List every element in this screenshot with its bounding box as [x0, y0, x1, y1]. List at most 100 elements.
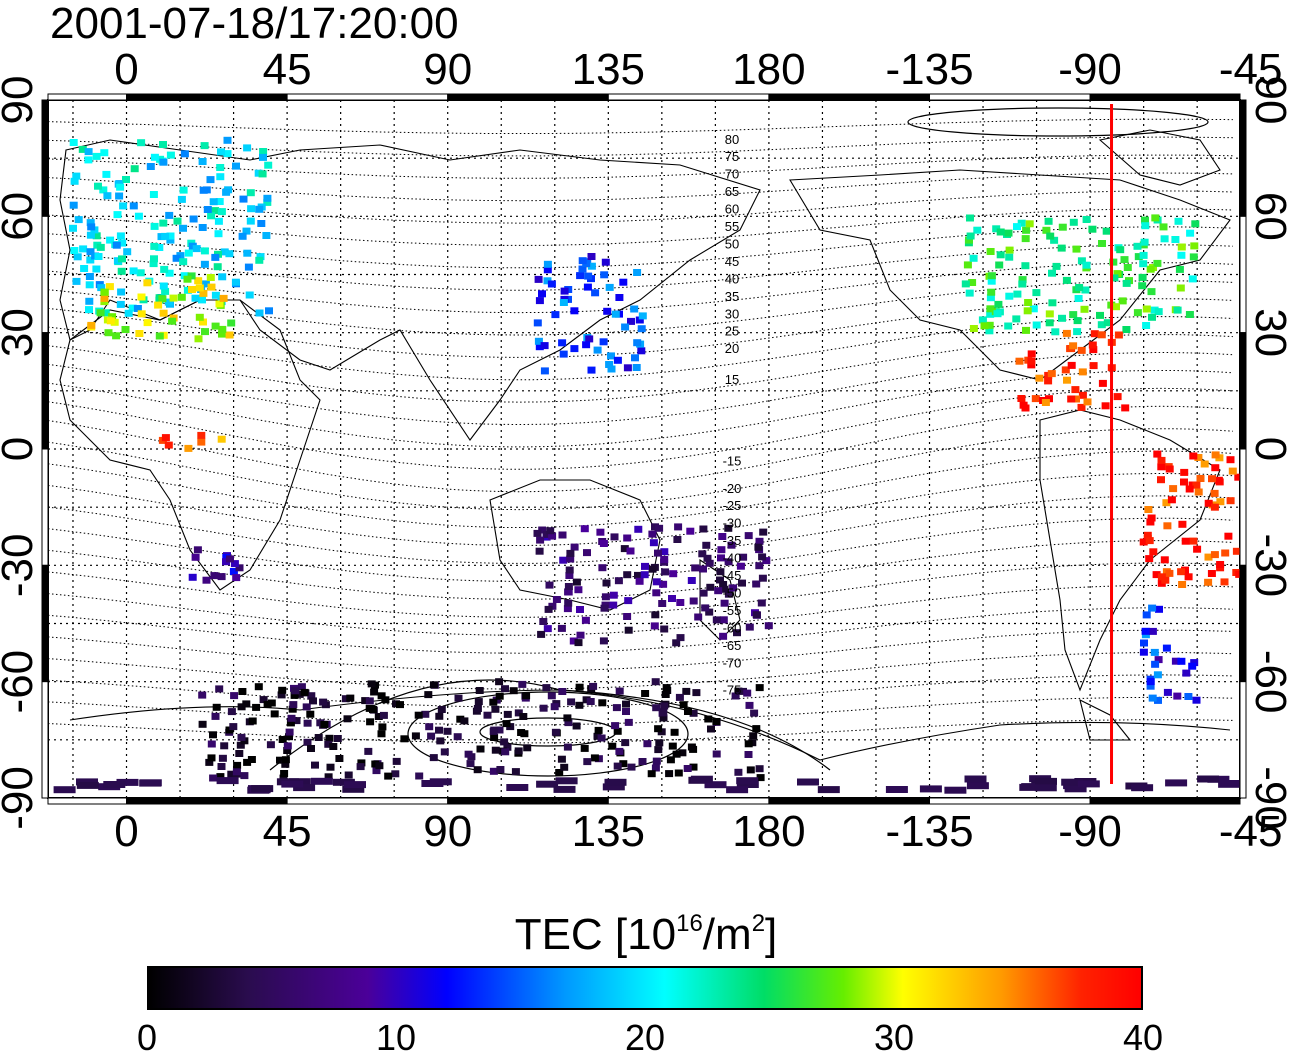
tec-cell	[113, 257, 122, 265]
tec-cell	[1163, 522, 1172, 530]
tec-cell	[640, 571, 649, 579]
tec-cell	[1005, 292, 1014, 300]
tec-cell	[195, 313, 204, 321]
coastline	[1098, 129, 1221, 186]
tec-cell	[633, 269, 642, 276]
tec-cell	[112, 332, 121, 340]
lat-tick-right: -90	[1246, 766, 1292, 830]
tec-cell	[756, 774, 765, 782]
coastline	[69, 689, 1231, 761]
tec-cell	[150, 153, 159, 161]
colorbar-tick: 40	[1122, 1017, 1164, 1058]
tec-cell	[79, 245, 88, 253]
frame-segment	[41, 564, 49, 683]
tec-cell	[211, 322, 220, 330]
tec-cell	[607, 352, 615, 360]
tec-cell	[80, 265, 89, 272]
tec-cell	[641, 690, 650, 697]
tec-cell	[116, 183, 125, 191]
tec-cell	[612, 704, 621, 712]
tec-cell	[1072, 395, 1080, 403]
tec-cell	[199, 289, 208, 297]
frame-segment	[1239, 99, 1247, 217]
tec-cell	[542, 530, 551, 538]
tec-cell	[70, 247, 79, 254]
tec-cell	[564, 599, 573, 607]
tec-cell	[1089, 362, 1098, 370]
tec-cell	[1160, 556, 1169, 564]
tec-cell	[222, 188, 231, 196]
tec-cell	[201, 328, 209, 336]
tec-cell	[87, 321, 96, 329]
tec-cell	[591, 289, 600, 297]
tec-cell	[757, 599, 766, 607]
tec-cell	[437, 706, 446, 713]
tec-cell	[651, 611, 660, 619]
tec-cell	[503, 743, 512, 751]
tec-cell	[491, 746, 500, 754]
tec-cell	[724, 524, 733, 532]
tec-cell	[1057, 244, 1066, 252]
contour-label: 65	[725, 184, 739, 199]
tec-cell	[584, 272, 593, 280]
tec-cell	[307, 745, 315, 752]
tec-cell	[392, 757, 401, 765]
tec-cell	[1175, 265, 1184, 273]
tec-cell	[514, 709, 523, 717]
tec-cell	[609, 591, 618, 599]
tec-cell	[1194, 488, 1203, 496]
tec-cell	[159, 219, 168, 227]
tec-cell	[309, 697, 317, 705]
coastline	[789, 169, 1231, 381]
tec-cell	[150, 255, 158, 263]
tec-cell	[547, 692, 556, 700]
tec-cell	[885, 786, 908, 793]
tec-cell	[283, 747, 292, 754]
tec-cell	[654, 549, 662, 557]
tec-cell	[586, 698, 595, 705]
tec-cell	[1113, 393, 1122, 401]
tec-cell	[256, 253, 265, 261]
tec-cell	[232, 768, 241, 776]
tec-cell	[267, 699, 276, 707]
tec-cell	[1190, 242, 1199, 250]
tec-cell	[755, 537, 764, 545]
tec-cell	[537, 630, 546, 638]
tec-cell	[133, 305, 142, 312]
tec-cell	[648, 530, 657, 538]
tec-cell	[1193, 545, 1202, 553]
tec-cell	[601, 593, 610, 601]
tec-cell	[659, 580, 668, 588]
tec-cell	[719, 632, 728, 640]
tec-cell	[673, 536, 682, 543]
tec-cell	[704, 715, 713, 723]
lon-tick-bottom: 180	[732, 807, 805, 856]
contour-label: -25	[723, 498, 742, 513]
tec-cell	[279, 774, 288, 782]
tec-cell	[538, 526, 547, 534]
contour-line	[48, 118, 1233, 134]
tec-cell	[149, 260, 158, 268]
contour-line	[48, 495, 1233, 564]
tec-cell	[287, 714, 296, 722]
tec-cell	[1176, 284, 1185, 292]
lat-tick-right: 60	[1246, 192, 1292, 241]
tec-cell	[1163, 688, 1172, 696]
tec-cell	[200, 260, 209, 268]
tec-cell	[565, 572, 574, 579]
tec-cell	[611, 722, 620, 730]
tec-cell	[544, 605, 553, 613]
tec-cell	[203, 206, 212, 213]
tec-cell	[476, 745, 485, 753]
tec-cell	[964, 775, 987, 783]
tec-cell	[690, 775, 713, 783]
tec-cell	[215, 685, 224, 693]
tec-cell	[605, 283, 614, 291]
tec-cell	[1189, 253, 1198, 261]
tec-cell	[978, 316, 987, 324]
tec-cell	[96, 309, 105, 317]
tec-cell	[1142, 322, 1151, 329]
tec-cell	[965, 289, 974, 297]
tec-cell	[209, 198, 218, 206]
tec-cell	[285, 733, 293, 741]
